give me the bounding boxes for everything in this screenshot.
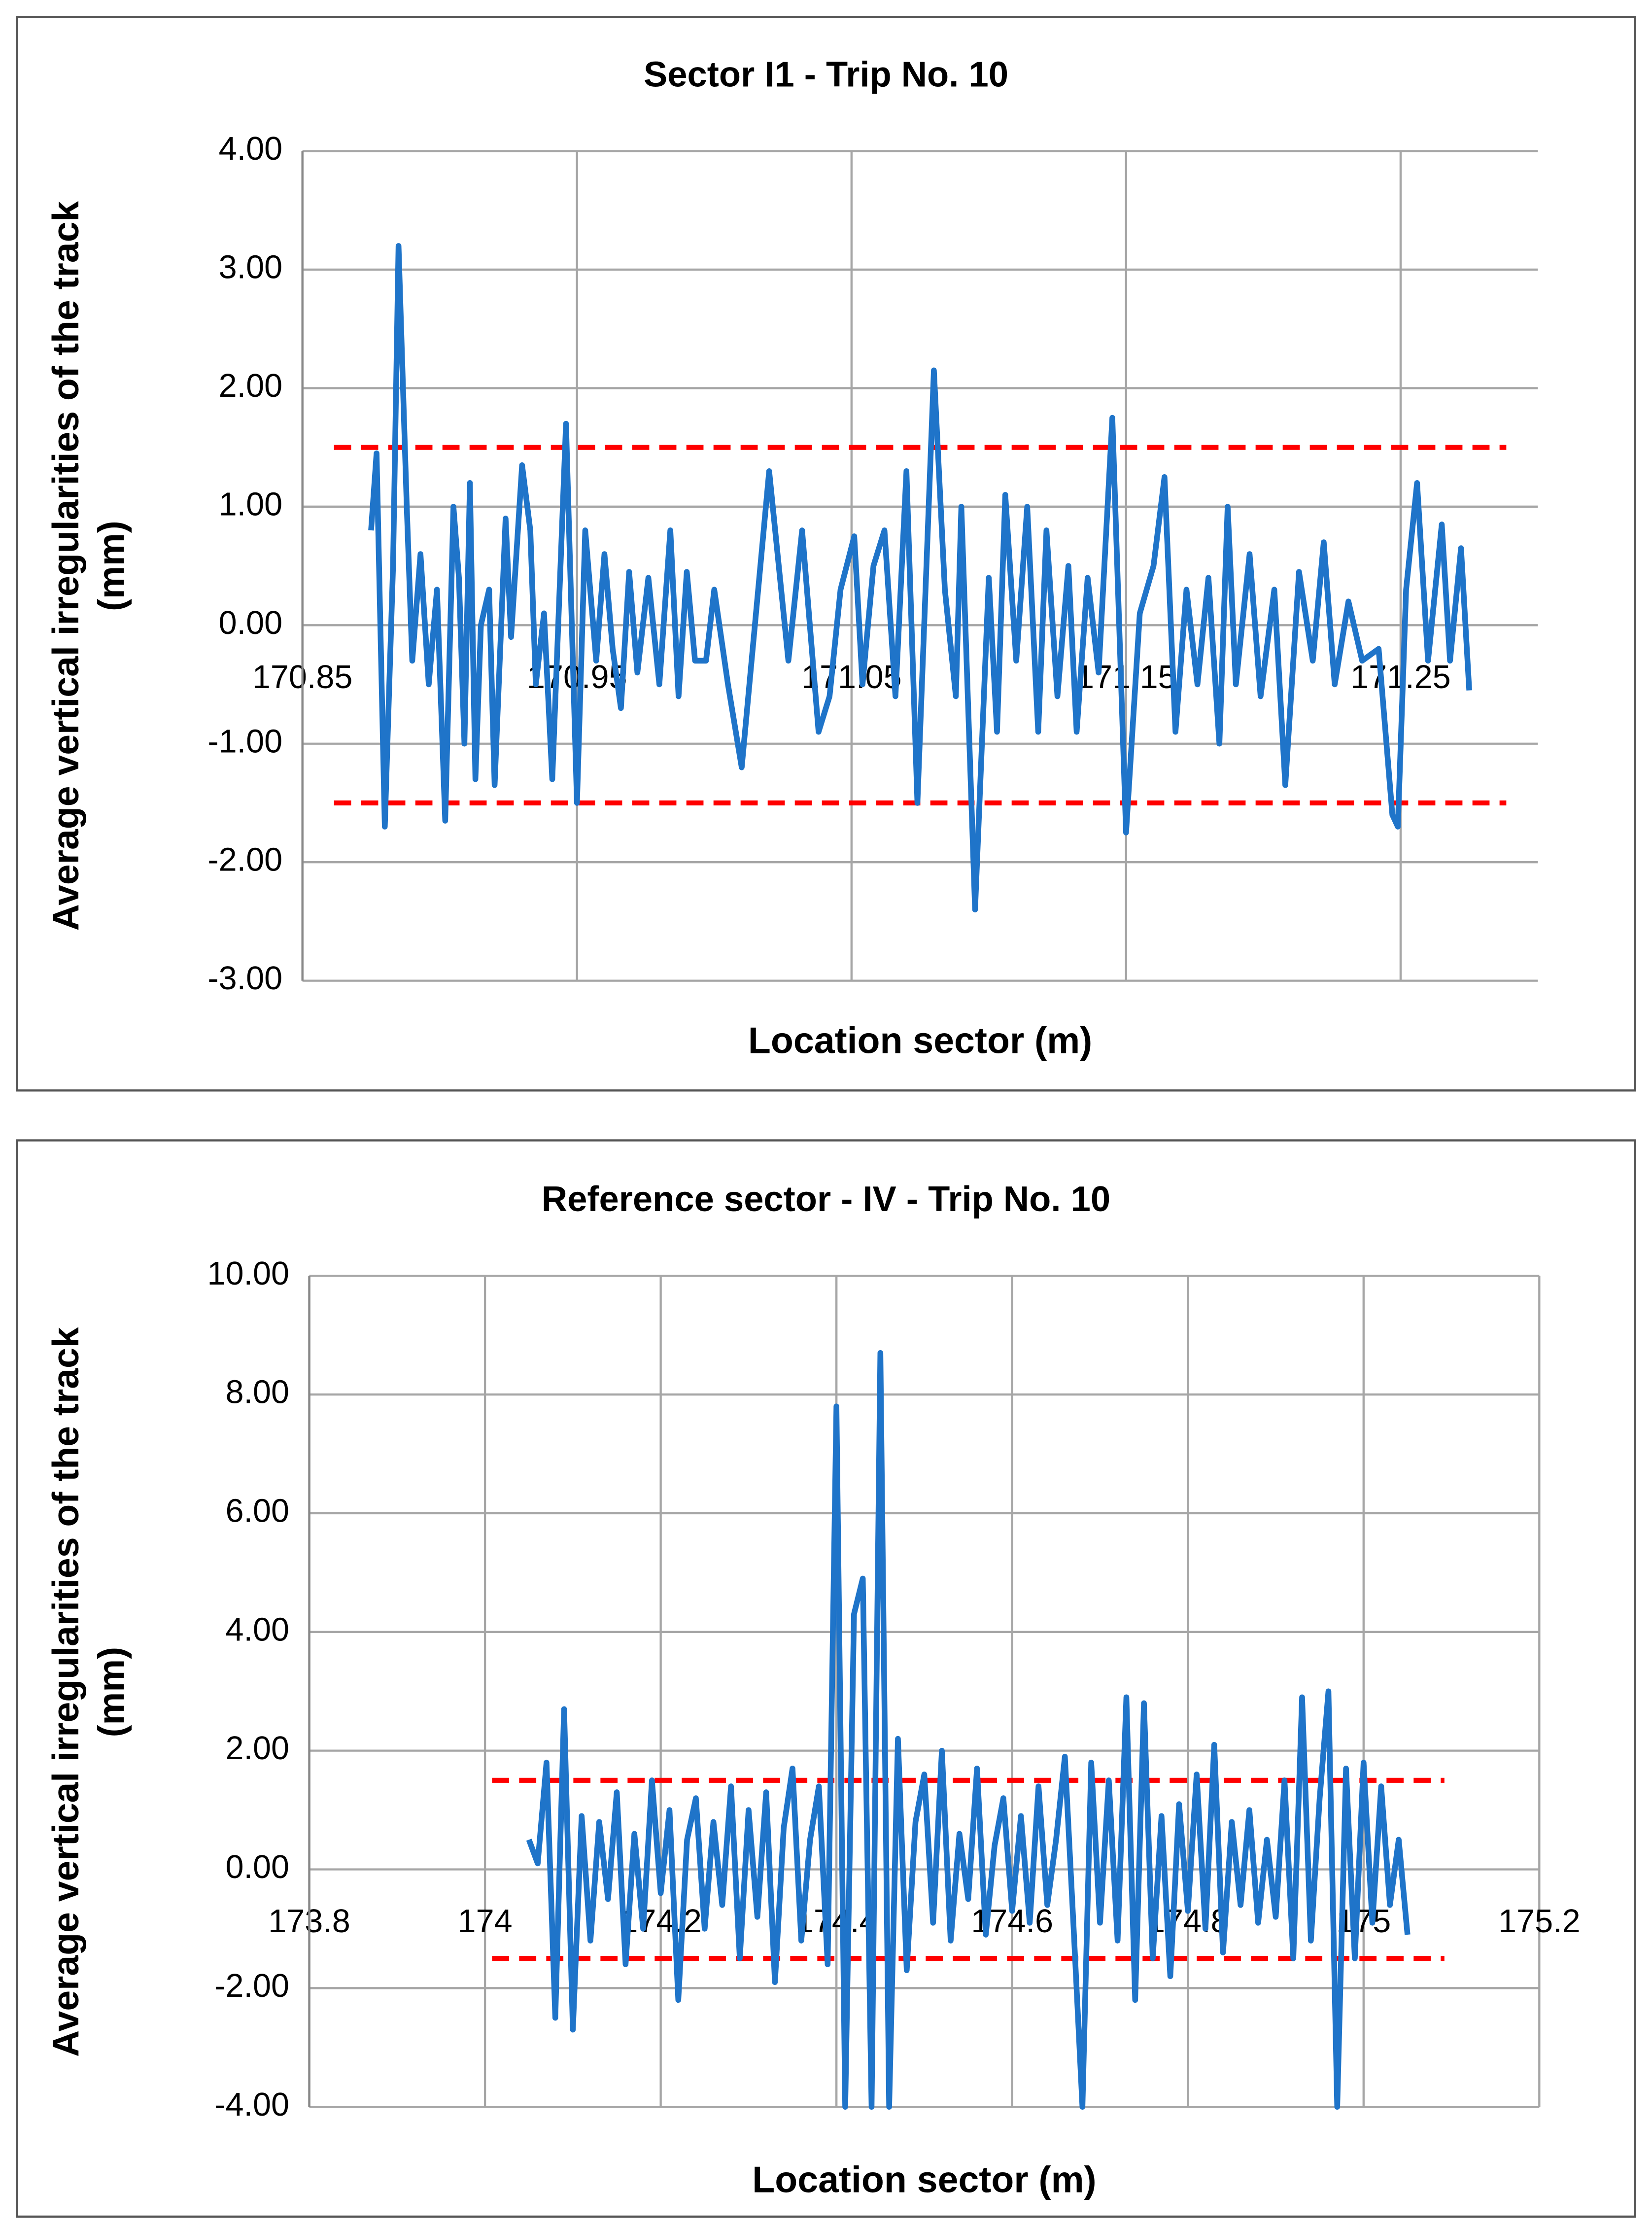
x-tick-label: 174.2 bbox=[620, 1903, 702, 1940]
chart-frame bbox=[16, 1139, 1636, 2218]
y-tick-label: 10.00 bbox=[207, 1255, 289, 1292]
y-tick-label: 2.00 bbox=[225, 1730, 289, 1767]
y-tick-label: -4.00 bbox=[214, 2087, 289, 2123]
x-tick-label: 174.4 bbox=[795, 1903, 878, 1940]
y-tick-label: -1.00 bbox=[207, 723, 282, 760]
x-tick-label: 175 bbox=[1336, 1903, 1391, 1940]
y-tick-label: 6.00 bbox=[225, 1493, 289, 1530]
chart-title: Reference sector - IV - Trip No. 10 bbox=[542, 1180, 1110, 1219]
y-axis-label: (mm) bbox=[90, 521, 132, 611]
x-axis-label: Location sector (m) bbox=[752, 2158, 1096, 2200]
y-tick-label: 3.00 bbox=[219, 249, 283, 286]
y-tick-label: 1.00 bbox=[219, 486, 283, 522]
x-axis-label: Location sector (m) bbox=[748, 1020, 1092, 1061]
y-tick-label: 4.00 bbox=[219, 131, 283, 167]
y-tick-label: 2.00 bbox=[219, 368, 283, 404]
y-tick-label: 8.00 bbox=[225, 1374, 289, 1411]
y-tick-label: -2.00 bbox=[214, 1968, 289, 2004]
y-tick-label: 4.00 bbox=[225, 1611, 289, 1648]
chart-title: Sector I1 - Trip No. 10 bbox=[644, 55, 1008, 94]
data-line bbox=[526, 1350, 1411, 2110]
x-tick-label: 171.05 bbox=[801, 659, 902, 696]
x-tick-label: 170.95 bbox=[527, 659, 627, 696]
y-tick-label: -2.00 bbox=[207, 842, 282, 878]
x-tick-label: 171.15 bbox=[1076, 659, 1176, 696]
x-tick-label: 175.2 bbox=[1498, 1903, 1581, 1940]
y-axis-label: Average vertical irregularities of the t… bbox=[45, 201, 86, 931]
data-line bbox=[368, 243, 1472, 913]
y-tick-label: -3.00 bbox=[207, 960, 282, 997]
y-axis-label: Average vertical irregularities of the t… bbox=[45, 1327, 86, 2057]
y-tick-label: 0.00 bbox=[225, 1849, 289, 1885]
y-axis-label: (mm) bbox=[90, 1647, 132, 1738]
chart-frame bbox=[16, 16, 1636, 1092]
y-tick-label: 0.00 bbox=[219, 605, 283, 641]
x-tick-label: 174 bbox=[458, 1903, 513, 1940]
